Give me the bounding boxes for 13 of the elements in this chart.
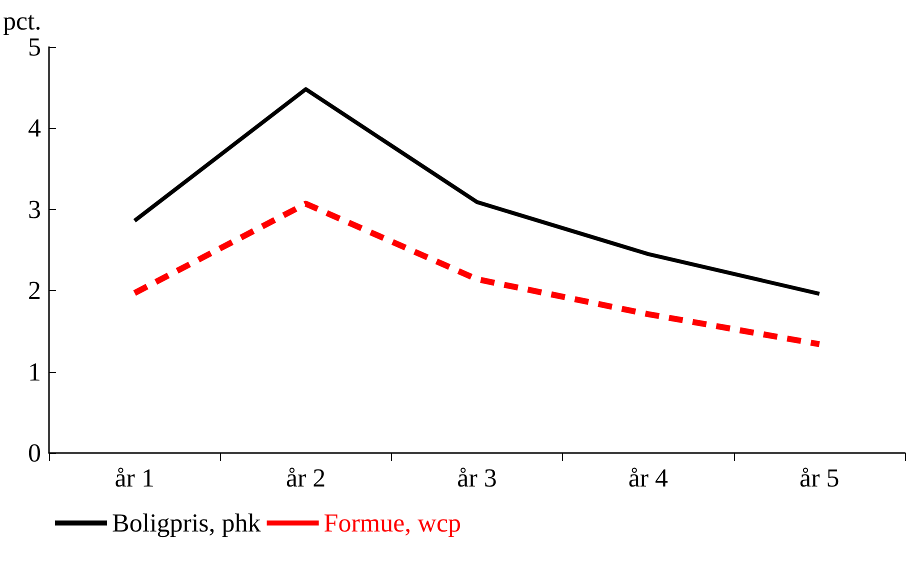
x-tick-label: år 2 xyxy=(286,464,326,492)
legend-label: Boligpris, phk xyxy=(112,508,261,538)
x-tick-label: år 1 xyxy=(114,464,154,492)
x-tick-label: år 5 xyxy=(800,464,840,492)
y-tick-label: 4 xyxy=(28,114,41,143)
y-tick-label: 2 xyxy=(28,276,41,306)
y-tick-label: 0 xyxy=(28,438,41,468)
y-tick-label: 1 xyxy=(28,357,41,386)
line-series xyxy=(132,87,822,296)
y-tick-label: 3 xyxy=(28,194,41,224)
legend-label: Formue, wcp xyxy=(324,508,461,538)
x-tick-label: år 4 xyxy=(628,464,668,492)
x-tick-label: år 3 xyxy=(457,464,497,492)
